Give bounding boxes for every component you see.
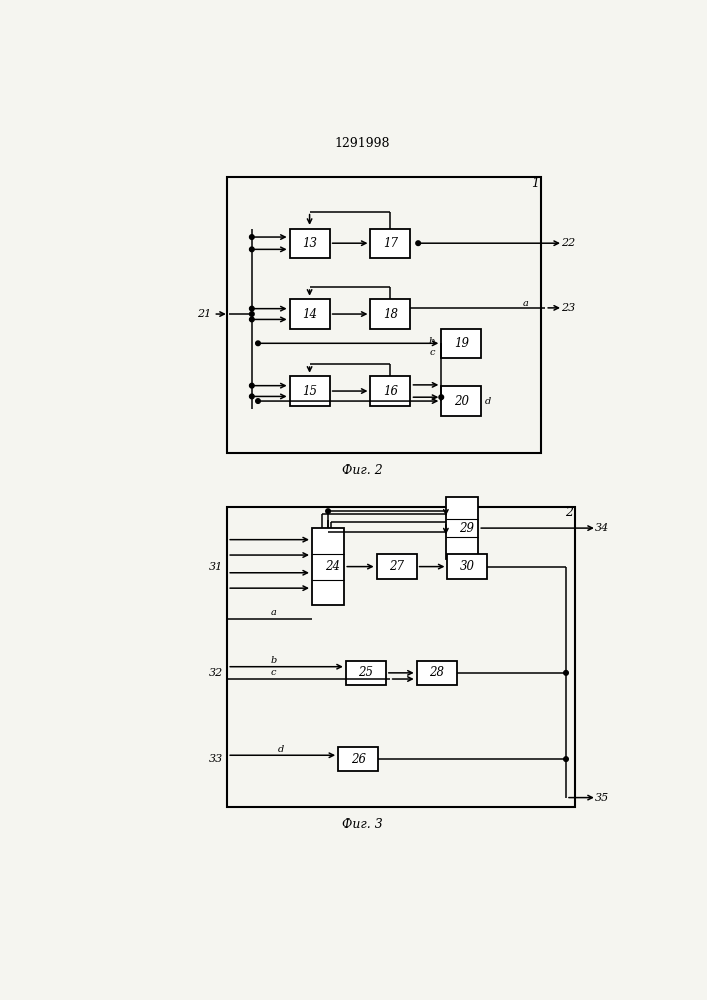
Circle shape xyxy=(250,235,254,239)
Text: 14: 14 xyxy=(302,308,317,321)
Text: Фиг. 3: Фиг. 3 xyxy=(341,818,382,831)
Bar xyxy=(227,507,575,807)
Text: 32: 32 xyxy=(209,668,223,678)
Text: 1291998: 1291998 xyxy=(334,137,390,150)
Text: 29: 29 xyxy=(460,522,474,535)
Text: 18: 18 xyxy=(383,308,398,321)
Text: 16: 16 xyxy=(383,385,398,398)
Bar xyxy=(370,376,411,406)
Text: Фиг. 2: Фиг. 2 xyxy=(341,464,382,477)
Circle shape xyxy=(250,312,254,316)
Bar xyxy=(441,329,481,358)
Text: a: a xyxy=(271,608,276,617)
Text: 25: 25 xyxy=(358,666,373,679)
Text: 15: 15 xyxy=(302,385,317,398)
Text: b: b xyxy=(270,656,276,665)
Circle shape xyxy=(326,509,330,513)
Text: 33: 33 xyxy=(209,754,223,764)
Circle shape xyxy=(250,317,254,322)
Bar xyxy=(448,554,487,579)
Text: 26: 26 xyxy=(351,753,366,766)
Circle shape xyxy=(563,671,568,675)
Text: a: a xyxy=(523,299,529,308)
Text: 21: 21 xyxy=(197,309,211,319)
Bar xyxy=(227,177,542,453)
Bar xyxy=(312,528,344,605)
Text: 22: 22 xyxy=(561,238,575,248)
Text: 19: 19 xyxy=(454,337,469,350)
Bar xyxy=(441,386,481,416)
Bar xyxy=(446,497,478,559)
Text: 27: 27 xyxy=(389,560,404,573)
Circle shape xyxy=(256,341,260,346)
Text: 2: 2 xyxy=(565,506,573,519)
Bar xyxy=(290,376,329,406)
Text: d: d xyxy=(485,397,491,406)
Text: 28: 28 xyxy=(429,666,444,679)
Circle shape xyxy=(250,247,254,252)
Text: d: d xyxy=(278,745,284,754)
Circle shape xyxy=(250,306,254,311)
Circle shape xyxy=(250,394,254,399)
Text: c: c xyxy=(271,668,276,677)
Circle shape xyxy=(563,757,568,761)
Circle shape xyxy=(250,383,254,388)
Text: 35: 35 xyxy=(595,793,609,803)
Bar xyxy=(370,299,411,329)
Bar xyxy=(338,747,378,771)
Text: 13: 13 xyxy=(302,237,317,250)
Text: c: c xyxy=(430,348,435,357)
Text: 34: 34 xyxy=(595,523,609,533)
Circle shape xyxy=(439,395,443,400)
Text: 1: 1 xyxy=(531,177,539,190)
Bar xyxy=(370,229,411,258)
Text: 23: 23 xyxy=(561,303,575,313)
Bar xyxy=(346,661,386,685)
Bar xyxy=(290,299,329,329)
Bar xyxy=(377,554,416,579)
Circle shape xyxy=(256,399,260,403)
Text: 24: 24 xyxy=(325,560,341,573)
Text: b: b xyxy=(429,337,435,346)
Bar xyxy=(416,661,457,685)
Text: 30: 30 xyxy=(460,560,475,573)
Circle shape xyxy=(416,241,421,246)
Text: 31: 31 xyxy=(209,562,223,572)
Bar xyxy=(290,229,329,258)
Text: 20: 20 xyxy=(454,395,469,408)
Text: 17: 17 xyxy=(383,237,398,250)
